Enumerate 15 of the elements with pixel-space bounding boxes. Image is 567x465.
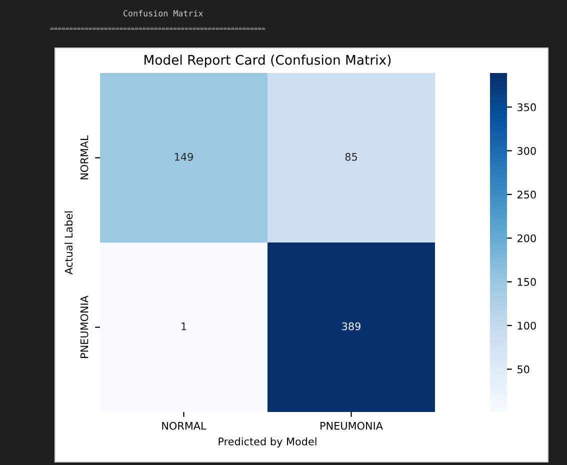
y-axis-title: Actual Label xyxy=(64,211,73,274)
color-bar-label: 250 xyxy=(517,190,536,199)
color-bar-label: 200 xyxy=(517,234,536,242)
color-bar-label: 300 xyxy=(518,146,536,155)
data-label: 1 xyxy=(182,322,186,330)
color-bar-label: 350 xyxy=(518,103,536,112)
data-label: 149 xyxy=(174,152,193,161)
data-label: 389 xyxy=(342,322,360,330)
color-bar-label: 150 xyxy=(518,278,536,286)
color-bar-label: 50 xyxy=(518,365,530,374)
x-axis-title: Predicted by Model xyxy=(218,437,316,448)
text: Confusion Matrix xyxy=(124,10,203,16)
data-label: 85 xyxy=(345,152,357,161)
color-bar-label: 100 xyxy=(518,322,536,330)
chart-title: Model Report Card (Confusion Matrix) xyxy=(144,54,391,68)
